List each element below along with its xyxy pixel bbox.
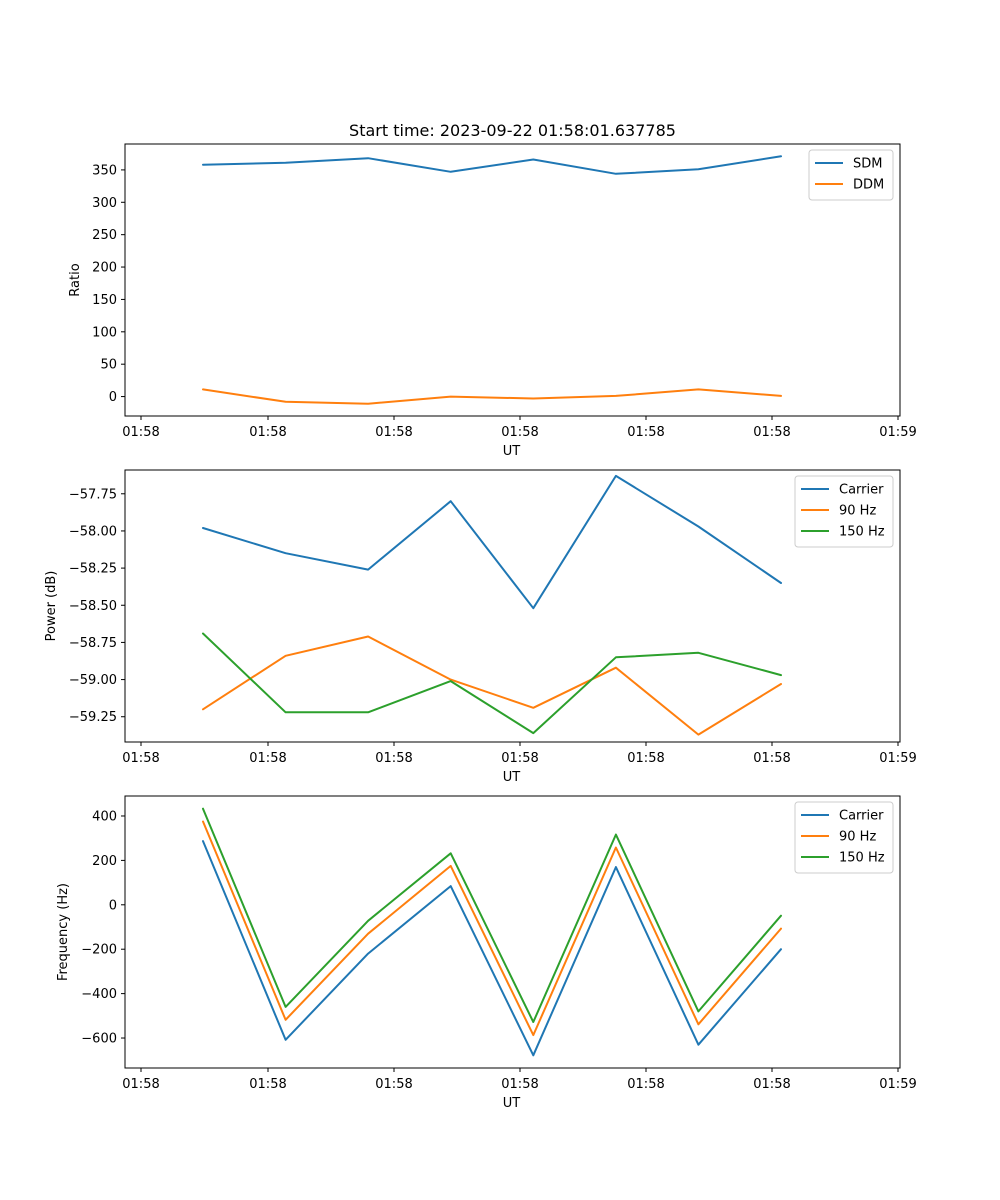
- y-tick-label: −58.25: [69, 562, 117, 577]
- y-tick-label: 150: [92, 293, 117, 308]
- series-line-carrier: [202, 840, 782, 1057]
- y-tick-label: 250: [92, 228, 117, 243]
- x-tick-label: 01:58: [122, 1077, 159, 1092]
- y-tick-label: 200: [92, 261, 117, 276]
- legend-label: DDM: [853, 178, 884, 193]
- y-tick-label: −600: [81, 1032, 117, 1047]
- series-line-90-hz: [202, 820, 782, 1037]
- y-tick-label: 50: [100, 358, 117, 373]
- x-tick-label: 01:59: [879, 425, 916, 440]
- x-tick-label: 01:58: [753, 751, 790, 766]
- plot-frame: [124, 469, 901, 743]
- series-line-sdm: [202, 155, 782, 175]
- plot-frame: [124, 143, 901, 417]
- x-tick-label: 01:58: [375, 1077, 412, 1092]
- y-tick-label: 100: [92, 325, 117, 340]
- panel-ratio: 0 50 100 150 200 250 300 350 01:58 01:58 01:58 01:5…: [68, 143, 917, 459]
- x-tick-label: 01:58: [753, 425, 790, 440]
- y-axis-label: Ratio: [68, 263, 83, 296]
- y-tick-label: −58.00: [69, 524, 117, 539]
- legend-label: 90 Hz: [839, 504, 876, 519]
- y-tick-label: 350: [92, 163, 117, 178]
- legend-label: SDM: [853, 157, 882, 172]
- y-tick-label: −400: [81, 987, 117, 1002]
- x-tick-label: 01:58: [627, 425, 664, 440]
- series-line-150-hz: [202, 632, 782, 735]
- y-tick-label: −200: [81, 943, 117, 958]
- x-tick-label: 01:58: [249, 1077, 286, 1092]
- x-tick-label: 01:58: [627, 1077, 664, 1092]
- y-tick-label: −58.50: [69, 599, 117, 614]
- series-line-ddm: [202, 388, 782, 405]
- x-tick-label: 01:58: [249, 425, 286, 440]
- x-tick-label: 01:58: [375, 751, 412, 766]
- legend: Carrier 90 Hz 150 Hz: [794, 475, 894, 548]
- legend-label: Carrier: [839, 809, 884, 824]
- series-line-90-hz: [202, 635, 782, 736]
- y-tick-label: 200: [92, 854, 117, 869]
- y-tick-label: −59.00: [69, 673, 117, 688]
- x-tick-label: 01:58: [122, 425, 159, 440]
- x-tick-label: 01:58: [375, 425, 412, 440]
- x-axis-label: UT: [503, 770, 521, 785]
- legend: Carrier 90 Hz 150 Hz: [794, 801, 894, 874]
- series-line-150-hz: [202, 807, 782, 1023]
- x-tick-label: 01:58: [249, 751, 286, 766]
- x-tick-label: 01:58: [627, 751, 664, 766]
- legend-label: Carrier: [839, 483, 884, 498]
- x-axis-label: UT: [503, 444, 521, 459]
- legend-label: 150 Hz: [839, 525, 885, 540]
- x-tick-label: 01:59: [879, 1077, 916, 1092]
- plot-frame: [124, 795, 901, 1069]
- y-tick-label: 0: [109, 390, 117, 405]
- x-axis-label: UT: [503, 1096, 521, 1111]
- y-axis-label: Frequency (Hz): [56, 883, 71, 981]
- y-tick-label: 0: [109, 898, 117, 913]
- y-tick-label: 400: [92, 809, 117, 824]
- panel-frequency: −600 −400 −200 0 200 400 01:58 01:58 01:58 01:58 0…: [56, 795, 917, 1111]
- legend-frame: [794, 475, 894, 548]
- x-tick-label: 01:58: [501, 1077, 538, 1092]
- series-line-carrier: [202, 474, 782, 610]
- x-tick-label: 01:58: [753, 1077, 790, 1092]
- y-axis-label: Power (dB): [44, 571, 59, 642]
- legend-frame: [794, 801, 894, 874]
- x-tick-label: 01:59: [879, 751, 916, 766]
- chart-title: Start time: 2023-09-22 01:58:01.637785: [349, 121, 676, 140]
- y-tick-label: −59.25: [69, 710, 117, 725]
- legend-label: 150 Hz: [839, 851, 885, 866]
- panel-power: −59.25 −59.00 −58.75 −58.50 −58.25 −58.00 −57.…: [44, 469, 917, 785]
- x-tick-label: 01:58: [122, 751, 159, 766]
- legend: SDM DDM: [808, 149, 894, 201]
- y-tick-label: −58.75: [69, 636, 117, 651]
- y-tick-label: 300: [92, 196, 117, 211]
- y-tick-label: −57.75: [69, 487, 117, 502]
- x-tick-label: 01:58: [501, 751, 538, 766]
- legend-label: 90 Hz: [839, 830, 876, 845]
- x-tick-label: 01:58: [501, 425, 538, 440]
